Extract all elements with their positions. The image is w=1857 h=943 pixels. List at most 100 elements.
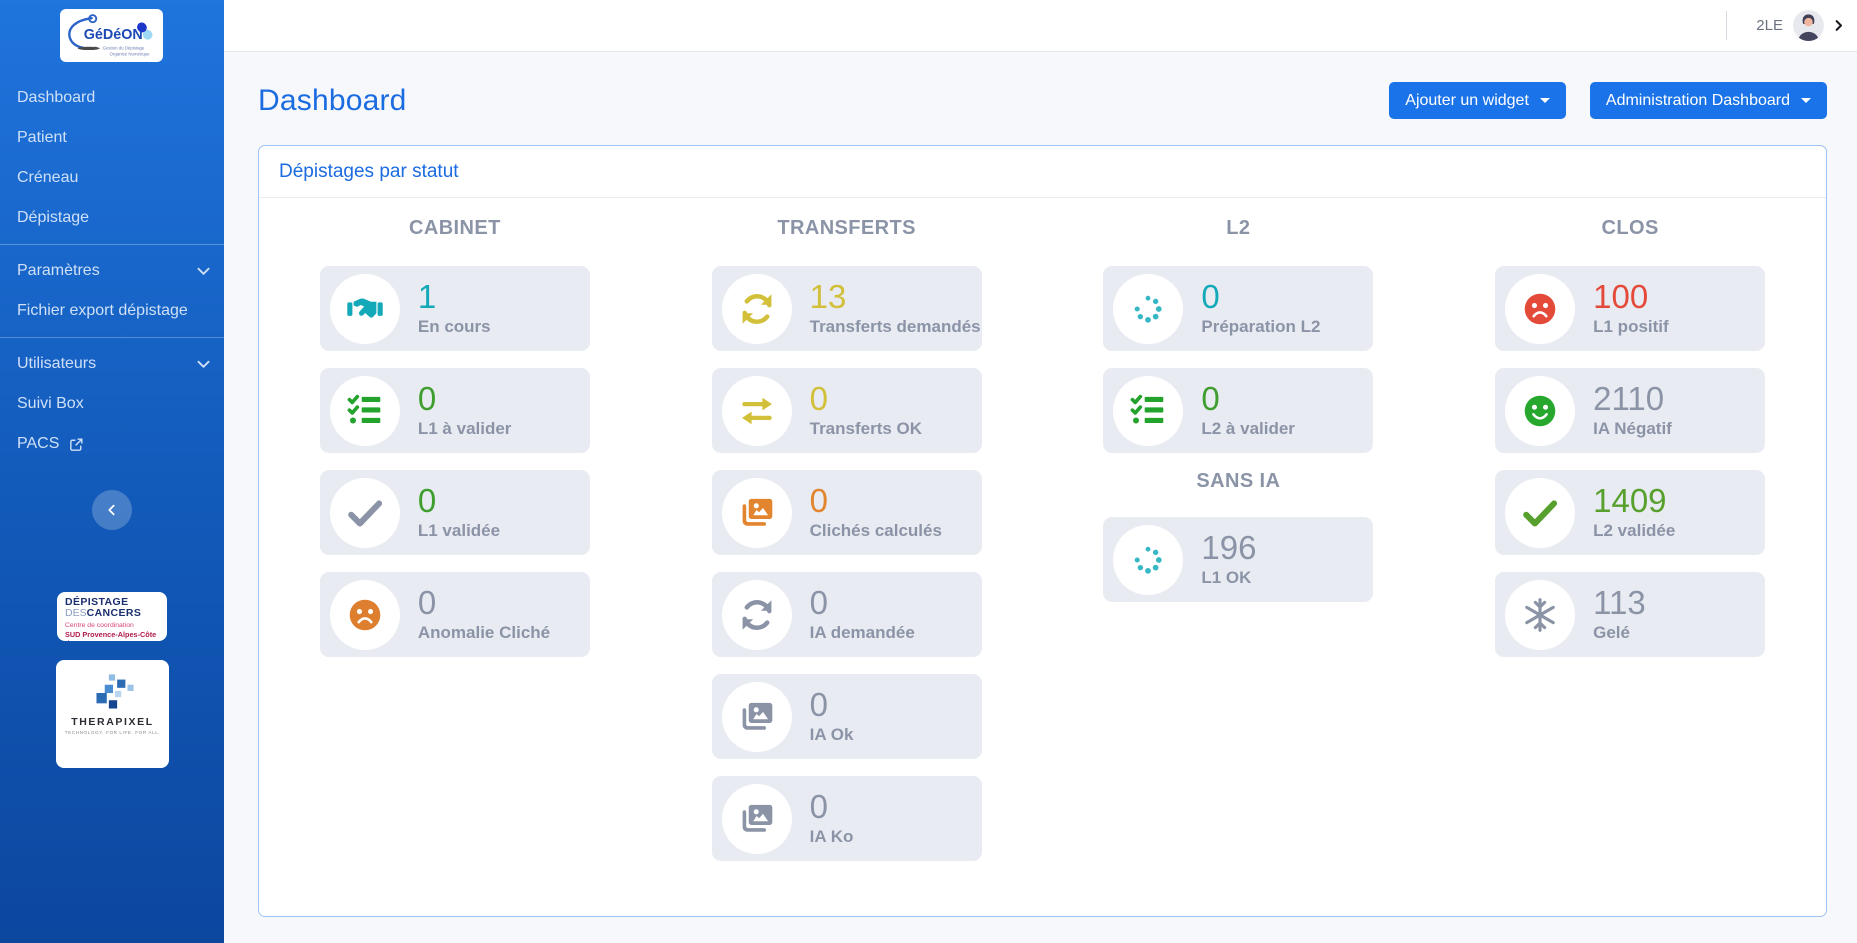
sidebar-collapse-button[interactable] — [92, 490, 132, 530]
sidebar-item-label: Fichier export dépistage — [17, 302, 188, 319]
therapixel-title: THERAPIXEL — [71, 716, 154, 728]
stat-card-l1-ok[interactable]: 196 L1 OK — [1103, 517, 1374, 602]
sidebar-item-patient[interactable]: Patient — [0, 118, 224, 158]
add-widget-button[interactable]: Ajouter un widget — [1389, 82, 1566, 119]
dc-line4: SUD Provence-Alpes-Côte d'Azur — [65, 629, 157, 642]
user-avatar[interactable] — [1793, 10, 1824, 41]
stat-text: 0 IA demandée — [810, 586, 915, 643]
sidebar-item-label: Patient — [17, 129, 67, 146]
stat-icon-circle — [329, 477, 400, 548]
stat-label: Anomalie Cliché — [417, 623, 551, 642]
stat-icon-circle — [721, 681, 792, 752]
sidebar-item-suivi-box[interactable]: Suivi Box — [0, 384, 224, 424]
stat-icon-circle — [721, 783, 792, 854]
stat-label: IA Ko — [809, 827, 854, 846]
stat-card-gele[interactable]: 113 Gelé — [1495, 572, 1766, 657]
stat-value: 0 — [809, 482, 828, 519]
caret-down-icon — [1539, 98, 1550, 103]
check-icon — [1522, 495, 1558, 531]
chevron-down-icon — [197, 267, 210, 276]
stat-card-l2-a-valider[interactable]: 0 L2 à valider — [1103, 368, 1374, 453]
stat-text: 0 Anomalie Cliché — [418, 586, 550, 643]
stat-card-transferts-demandes[interactable]: 13 Transferts demandés — [711, 266, 982, 351]
stat-card-l1-a-valider[interactable]: 0 L1 à valider — [319, 368, 590, 453]
stat-label: IA Ok — [809, 725, 854, 744]
stat-icon-circle — [721, 273, 792, 344]
stat-icon-circle — [1505, 477, 1576, 548]
stat-label: L1 OK — [1201, 568, 1252, 587]
caret-down-icon — [1801, 98, 1811, 103]
admin-dashboard-label: Administration Dashboard — [1605, 92, 1790, 109]
stat-value: 0 — [809, 584, 828, 621]
sidebar: GéDéON Gestion du Dépistage Organisé Num… — [0, 0, 224, 943]
stat-value: 0 — [417, 482, 437, 519]
images-icon — [739, 699, 775, 735]
chevron-down-icon — [197, 360, 210, 369]
spinner-icon — [1130, 291, 1166, 327]
page-title: Dashboard — [258, 83, 407, 117]
sidebar-item-label: Utilisateurs — [17, 355, 97, 372]
widget-columns: CABINET 1 En cours 0 L1 à valider 0 L1 validée… — [259, 198, 1826, 878]
main-area: 2LE Dashboard Ajouter un widget — [224, 0, 1857, 943]
page-head: Dashboard Ajouter un widget Administrati… — [258, 82, 1827, 119]
sidebar-item-dashboard[interactable]: Dashboard — [0, 78, 224, 118]
sidebar-item-pacs[interactable]: PACS — [0, 424, 224, 464]
stat-card-preparation-l2[interactable]: 0 Préparation L2 — [1103, 266, 1374, 351]
stat-icon-circle — [721, 477, 792, 548]
stat-value: 13 — [809, 278, 847, 315]
stat-value: 0 — [417, 584, 437, 621]
chevron-right-icon[interactable] — [1831, 18, 1846, 33]
stat-text: 2110 IA Négatif — [1593, 382, 1672, 439]
widget-title: Dépistages par statut — [259, 146, 1826, 198]
images-icon — [739, 495, 775, 531]
stat-value: 2110 — [1593, 380, 1665, 417]
snowflake-icon — [1522, 597, 1558, 633]
avatar-illustration — [1793, 10, 1824, 41]
stat-value: 0 — [809, 788, 828, 825]
stat-card-ia-ko[interactable]: 0 IA Ko — [711, 776, 982, 861]
stat-card-transferts-ok[interactable]: 0 Transferts OK — [711, 368, 982, 453]
therapixel-logo: THERAPIXEL TECHNOLOGY. FOR LIFE. FOR ALL… — [56, 660, 169, 768]
column-header-cabinet: CABINET — [409, 217, 501, 239]
sync-icon — [739, 597, 775, 633]
logo-subtitle-1: Gestion du Dépistage — [103, 45, 145, 50]
sidebar-item-label: PACS — [17, 435, 60, 452]
stat-icon-circle — [1113, 375, 1184, 446]
stat-card-anomalie-cliche[interactable]: 0 Anomalie Cliché — [319, 572, 590, 657]
chevron-left-icon — [104, 502, 120, 518]
frown-icon — [1522, 291, 1558, 327]
frown-icon — [347, 597, 383, 633]
admin-dashboard-button[interactable]: Administration Dashboard — [1589, 82, 1827, 119]
stat-value: 113 — [1593, 584, 1646, 621]
stat-card-l1-positif[interactable]: 100 L1 positif — [1495, 266, 1766, 351]
sync-icon — [739, 291, 775, 327]
sidebar-item-creneau[interactable]: Créneau — [0, 158, 224, 198]
stat-card-cliches-calcules[interactable]: 0 Clichés calculés — [711, 470, 982, 555]
external-link-icon — [68, 436, 85, 453]
sidebar-item-utilisateurs[interactable]: Utilisateurs — [0, 344, 224, 384]
widget-depistages-par-statut: Dépistages par statut CABINET 1 En cours 0 L… — [258, 145, 1827, 917]
add-widget-label: Ajouter un widget — [1405, 92, 1529, 109]
stat-card-en-cours[interactable]: 1 En cours — [319, 266, 590, 351]
spinner-icon — [1130, 542, 1166, 578]
stat-card-l1-validee[interactable]: 0 L1 validée — [319, 470, 590, 555]
stat-value: 0 — [1201, 380, 1220, 417]
stat-icon-circle — [1505, 273, 1576, 344]
sidebar-item-label: Paramètres — [17, 262, 100, 279]
widget-column: CLOS 100 L1 positif 2110 IA Négatif 1409 L2 va… — [1434, 217, 1826, 878]
stat-label: En cours — [417, 317, 491, 336]
stat-card-ia-demandee[interactable]: 0 IA demandée — [711, 572, 982, 657]
stat-label: L2 validée — [1593, 521, 1676, 540]
stat-card-ia-ok[interactable]: 0 IA Ok — [711, 674, 982, 759]
app-logo[interactable]: GéDéON Gestion du Dépistage Organisé Num… — [60, 9, 163, 62]
widget-column: TRANSFERTS 13 Transferts demandés 0 Transfer… — [651, 217, 1043, 878]
stat-text: 0 Clichés calculés — [810, 484, 942, 541]
sidebar-item-fichier-export-depistage[interactable]: Fichier export dépistage — [0, 291, 224, 331]
stat-text: 113 Gelé — [1593, 586, 1646, 643]
sidebar-item-depistage[interactable]: Dépistage — [0, 198, 224, 238]
stat-icon-circle — [329, 579, 400, 650]
sidebar-item-parametres[interactable]: Paramètres — [0, 251, 224, 291]
stat-card-l2-validee[interactable]: 1409 L2 validée — [1495, 470, 1766, 555]
exchange-icon — [739, 393, 775, 429]
stat-card-ia-negatif[interactable]: 2110 IA Négatif — [1495, 368, 1766, 453]
